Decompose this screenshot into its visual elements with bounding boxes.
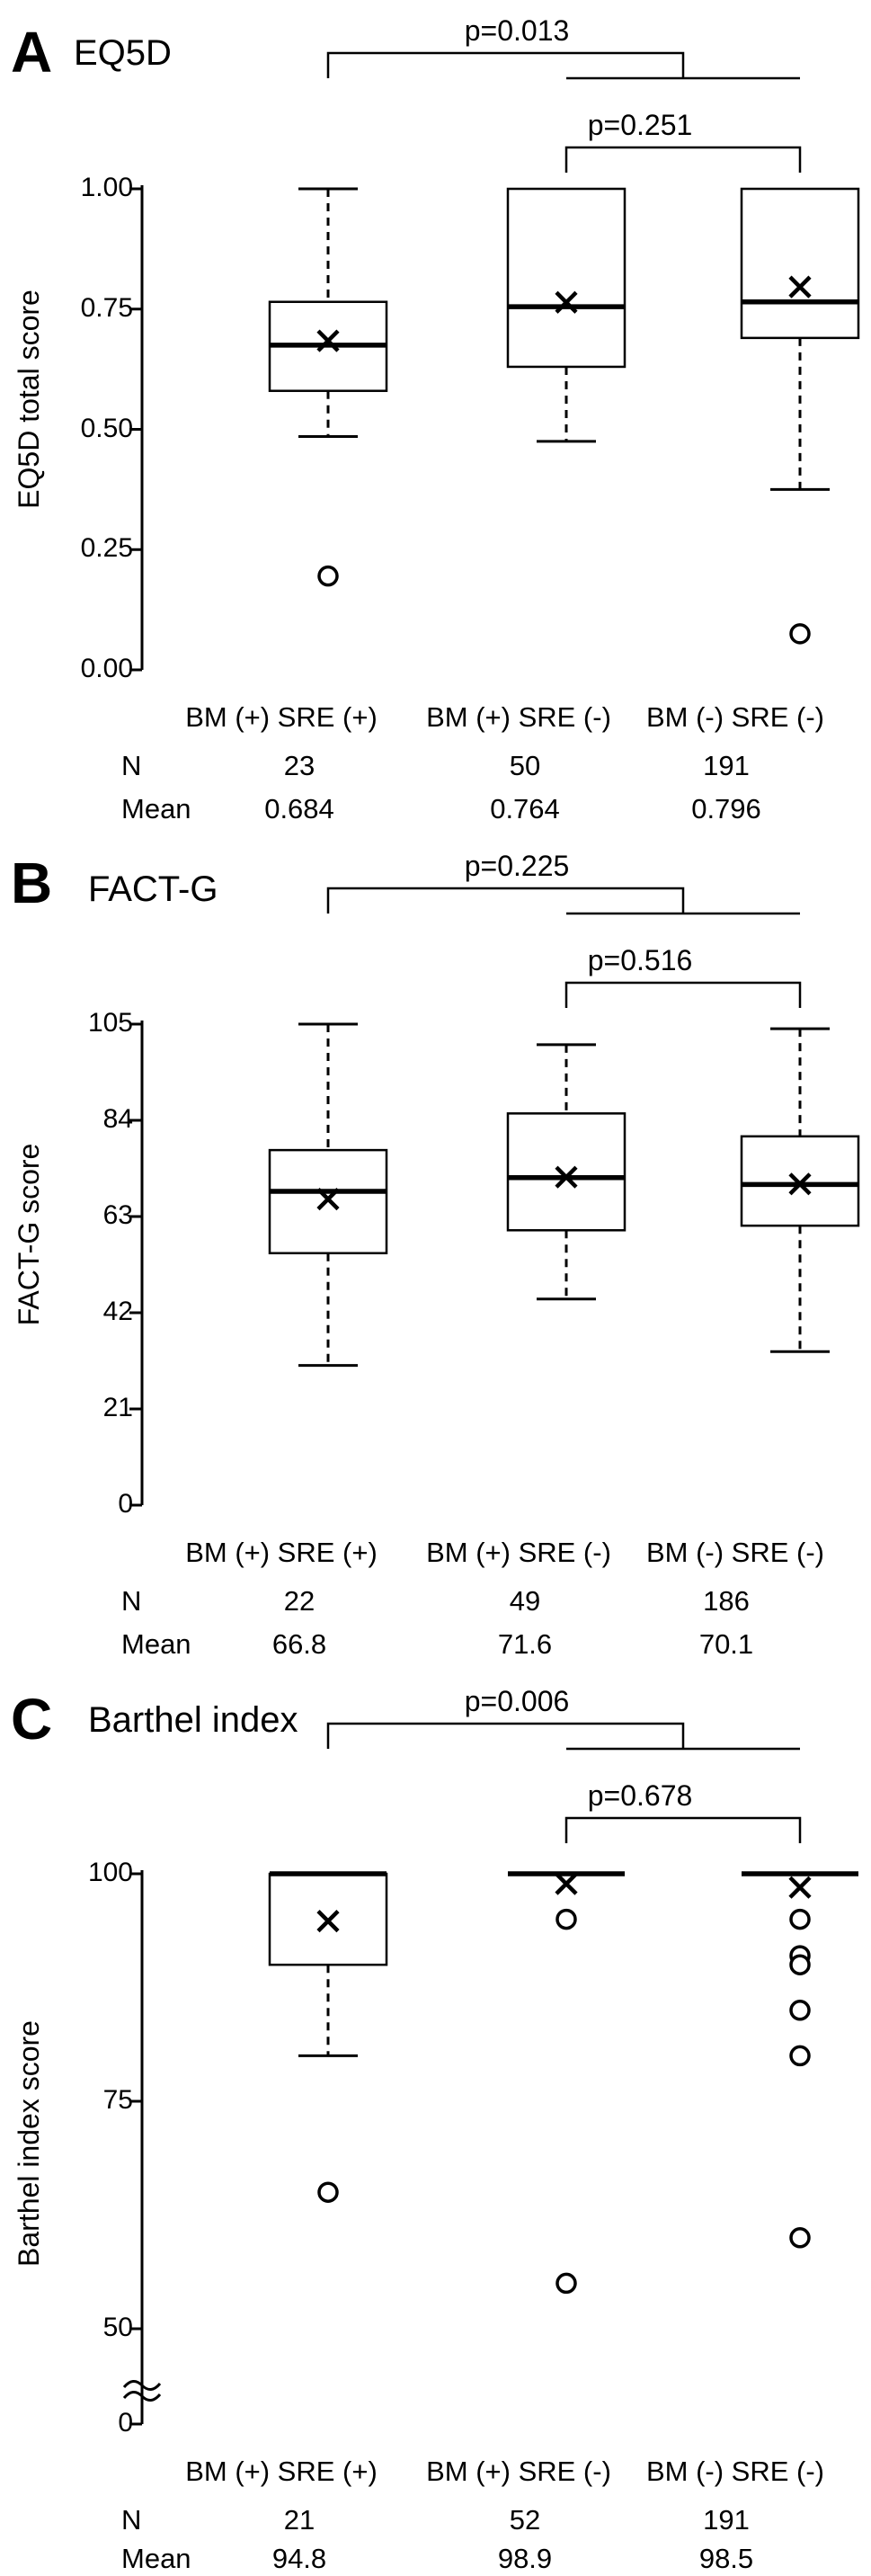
mean-marker: [788, 1172, 812, 1196]
mean-value: 71.6: [498, 1628, 552, 1660]
n-value: 22: [284, 1585, 315, 1617]
y-tick-label: 0.50: [81, 414, 133, 443]
axis-break-mark: [122, 2380, 162, 2391]
mean-value: 98.5: [699, 2543, 753, 2574]
n-row-label: N: [121, 2504, 141, 2536]
mean-marker: [555, 290, 578, 314]
box-iqr: [506, 187, 627, 369]
outlier-point: [789, 623, 811, 645]
n-value: 49: [510, 1585, 540, 1617]
y-tick-label: 21: [103, 1393, 133, 1422]
pvalue-inner: p=0.678: [588, 1779, 693, 1812]
outlier-point: [789, 1954, 811, 1975]
box-iqr: [740, 1135, 860, 1227]
y-tick-label: 0: [118, 1489, 133, 1519]
y-axis-label: FACT-G score: [13, 1144, 45, 1326]
mean-marker: [788, 275, 812, 299]
y-tick-label: 84: [103, 1104, 133, 1134]
mean-row-label: Mean: [121, 2543, 191, 2574]
box-iqr: [740, 187, 860, 340]
significance-bracket-inner: [564, 146, 802, 173]
mean-value: 0.796: [691, 793, 761, 824]
pvalue-outer: p=0.225: [465, 850, 570, 882]
panel-title: EQ5D: [74, 33, 172, 73]
y-tick-label: 0.25: [81, 533, 133, 563]
mean-marker: [316, 1910, 340, 1933]
mean-value: 0.764: [490, 793, 560, 824]
mean-value: 70.1: [699, 1628, 753, 1660]
outlier-point: [789, 2045, 811, 2067]
y-axis-label: EQ5D total score: [13, 290, 45, 509]
pvalue-inner: p=0.516: [588, 944, 693, 976]
y-tick-label: 1.00: [81, 173, 133, 202]
n-value: 50: [510, 750, 540, 781]
y-tick-label: 105: [88, 1008, 133, 1038]
pvalue-outer: p=0.006: [465, 1685, 570, 1717]
y-tick-label: 0: [118, 2408, 133, 2438]
mean-value: 0.684: [264, 793, 334, 824]
outlier-point: [317, 565, 339, 587]
significance-bracket-outer: [326, 51, 685, 78]
y-tick-label: 63: [103, 1200, 133, 1230]
significance-bracket-outer: [326, 1722, 685, 1749]
y-axis-label: Barthel index score: [13, 2020, 45, 2267]
panel-letter: B: [11, 851, 52, 915]
mean-marker: [555, 1165, 578, 1189]
category-label: BM (+) SRE (-): [426, 1537, 611, 1568]
mean-value: 94.8: [272, 2543, 326, 2574]
n-value: 23: [284, 750, 315, 781]
box-iqr: [506, 1112, 627, 1232]
significance-bracket-inner: [564, 1816, 802, 1843]
y-tick-label: 100: [88, 1858, 133, 1887]
panel-b: B FACT-G p=0.225 p=0.516 FACT-G score 0 …: [11, 850, 860, 1660]
n-value: 52: [510, 2504, 540, 2536]
mean-marker: [316, 1188, 340, 1211]
significance-bracket-inner: [564, 981, 802, 1008]
mean-row-label: Mean: [121, 1628, 191, 1660]
y-tick-label: 50: [103, 2313, 133, 2342]
mean-marker: [555, 1872, 578, 1895]
panel-letter: C: [11, 1687, 52, 1752]
outlier-point: [789, 2000, 811, 2021]
category-label: BM (-) SRE (-): [646, 1537, 824, 1568]
panel-title: FACT-G: [88, 869, 218, 909]
pvalue-outer: p=0.013: [465, 14, 570, 47]
n-row-label: N: [121, 750, 141, 781]
category-label: BM (-) SRE (-): [646, 701, 824, 733]
y-tick-label: 0.00: [81, 654, 133, 683]
mean-marker: [316, 329, 340, 352]
category-label: BM (+) SRE (-): [426, 701, 611, 733]
panel-c: C Barthel index p=0.006 p=0.678 Barthel …: [11, 1685, 858, 2574]
category-label: BM (+) SRE (+): [185, 701, 378, 733]
panel-title: Barthel index: [88, 1700, 298, 1740]
outlier-point: [789, 1908, 811, 1930]
y-tick-label: 0.75: [81, 293, 133, 323]
axis-break-mark: [122, 2391, 162, 2402]
category-label: BM (+) SRE (+): [185, 2456, 378, 2487]
n-value: 21: [284, 2504, 315, 2536]
n-value: 191: [703, 750, 750, 781]
outlier-point: [789, 2227, 811, 2249]
n-value: 191: [703, 2504, 750, 2536]
category-label: BM (-) SRE (-): [646, 2456, 824, 2487]
y-tick-label: 42: [103, 1297, 133, 1326]
pvalue-inner: p=0.251: [588, 109, 693, 141]
category-label: BM (+) SRE (+): [185, 1537, 378, 1568]
outlier-point: [555, 1908, 577, 1930]
mean-value: 66.8: [272, 1628, 326, 1660]
mean-marker: [788, 1876, 812, 1899]
n-value: 186: [703, 1585, 750, 1617]
category-label: BM (+) SRE (-): [426, 2456, 611, 2487]
outlier-point: [555, 2272, 577, 2295]
mean-row-label: Mean: [121, 793, 191, 824]
y-tick-label: 75: [103, 2085, 133, 2115]
panel-a: A EQ5D p=0.013 p=0.251 EQ5D total score …: [11, 14, 860, 824]
significance-bracket-outer: [326, 887, 685, 914]
n-row-label: N: [121, 1585, 141, 1617]
mean-value: 98.9: [498, 2543, 552, 2574]
outlier-point: [317, 2181, 339, 2203]
panel-letter: A: [11, 20, 52, 85]
